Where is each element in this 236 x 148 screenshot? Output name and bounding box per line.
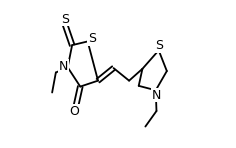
Text: S: S <box>88 32 96 45</box>
Text: S: S <box>61 13 69 26</box>
Text: S: S <box>156 39 164 52</box>
Text: N: N <box>152 89 161 102</box>
Text: O: O <box>69 105 79 118</box>
Text: N: N <box>59 60 68 73</box>
